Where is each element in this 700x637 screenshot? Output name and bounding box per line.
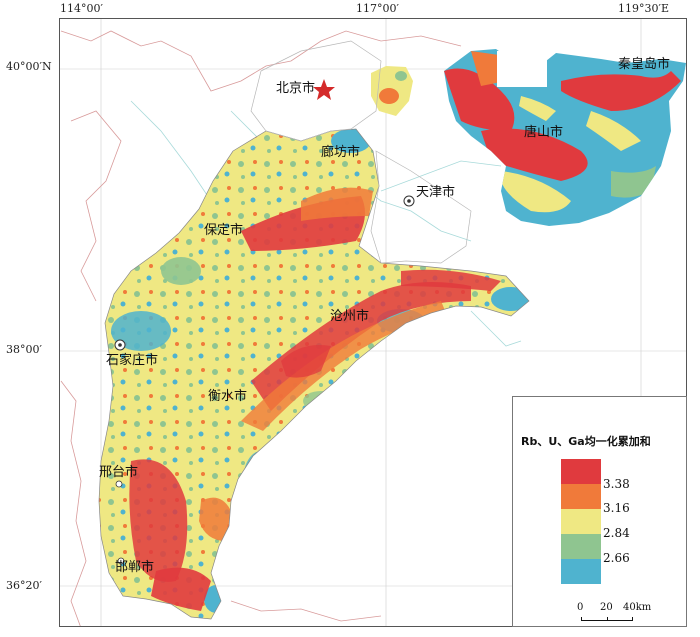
outer-boundaries [60,30,462,626]
label-xingtai: 邢台市 [99,465,139,480]
legend-swatch-blue [561,559,601,584]
map-blank-block [497,51,547,87]
scale-label-20: 20 [600,602,613,613]
label-cangzhou: 沧州市 [330,309,370,324]
label-hengshui: 衡水市 [208,389,248,404]
legend-swatch-orange [561,484,601,509]
legend-swatch-red [561,459,601,484]
lon-label-117: 117°00′ [356,2,399,15]
lon-label-119-30: 119°30′E [618,2,670,15]
legend-value-3-16: 3.16 [603,501,630,515]
label-qinhuangdao: 秦皇岛市 [618,57,671,72]
legend-value-2-84: 2.84 [603,526,630,540]
tianjin-marker-icon [403,195,415,207]
legend-box: Rb、U、Ga均一化累加和 3.38 3.16 2.84 2.66 0 20 4… [512,396,687,627]
handan-marker-icon [117,557,125,565]
label-langfang: 廊坊市 [321,145,361,160]
label-tianjin: 天津市 [416,185,456,200]
municipal-outlines [250,40,472,264]
legend-title: Rb、U、Ga均一化累加和 [521,435,651,448]
lat-label-38: 38°00′ [6,343,42,356]
xingtai-marker-icon [115,480,123,488]
legend-swatch-yellow [561,509,601,534]
label-shijiazhuang: 石家庄市 [106,353,159,368]
lat-label-36-20: 36°20′ [6,579,42,592]
label-baoding: 保定市 [204,223,244,238]
label-handan: 邯郸市 [115,560,155,575]
hebei-main-outline [98,128,530,620]
shijiazhuang-marker-icon [114,339,126,351]
scale-label-40km: 40km [623,602,652,613]
scale-bar [581,617,633,621]
label-tangshan: 唐山市 [524,125,564,140]
legend-value-3-38: 3.38 [603,477,630,491]
legend-value-2-66: 2.66 [603,551,630,565]
label-beijing: 北京市 [276,81,316,96]
map-canvas [60,19,686,626]
scale-label-0: 0 [577,602,584,613]
beijing-star-icon [313,79,335,100]
map-frame [59,18,687,627]
lat-label-40: 40°00′N [6,60,52,73]
legend-swatch-green [561,534,601,559]
north-patch-area [371,66,413,116]
lon-label-114: 114°00′ [60,2,103,15]
